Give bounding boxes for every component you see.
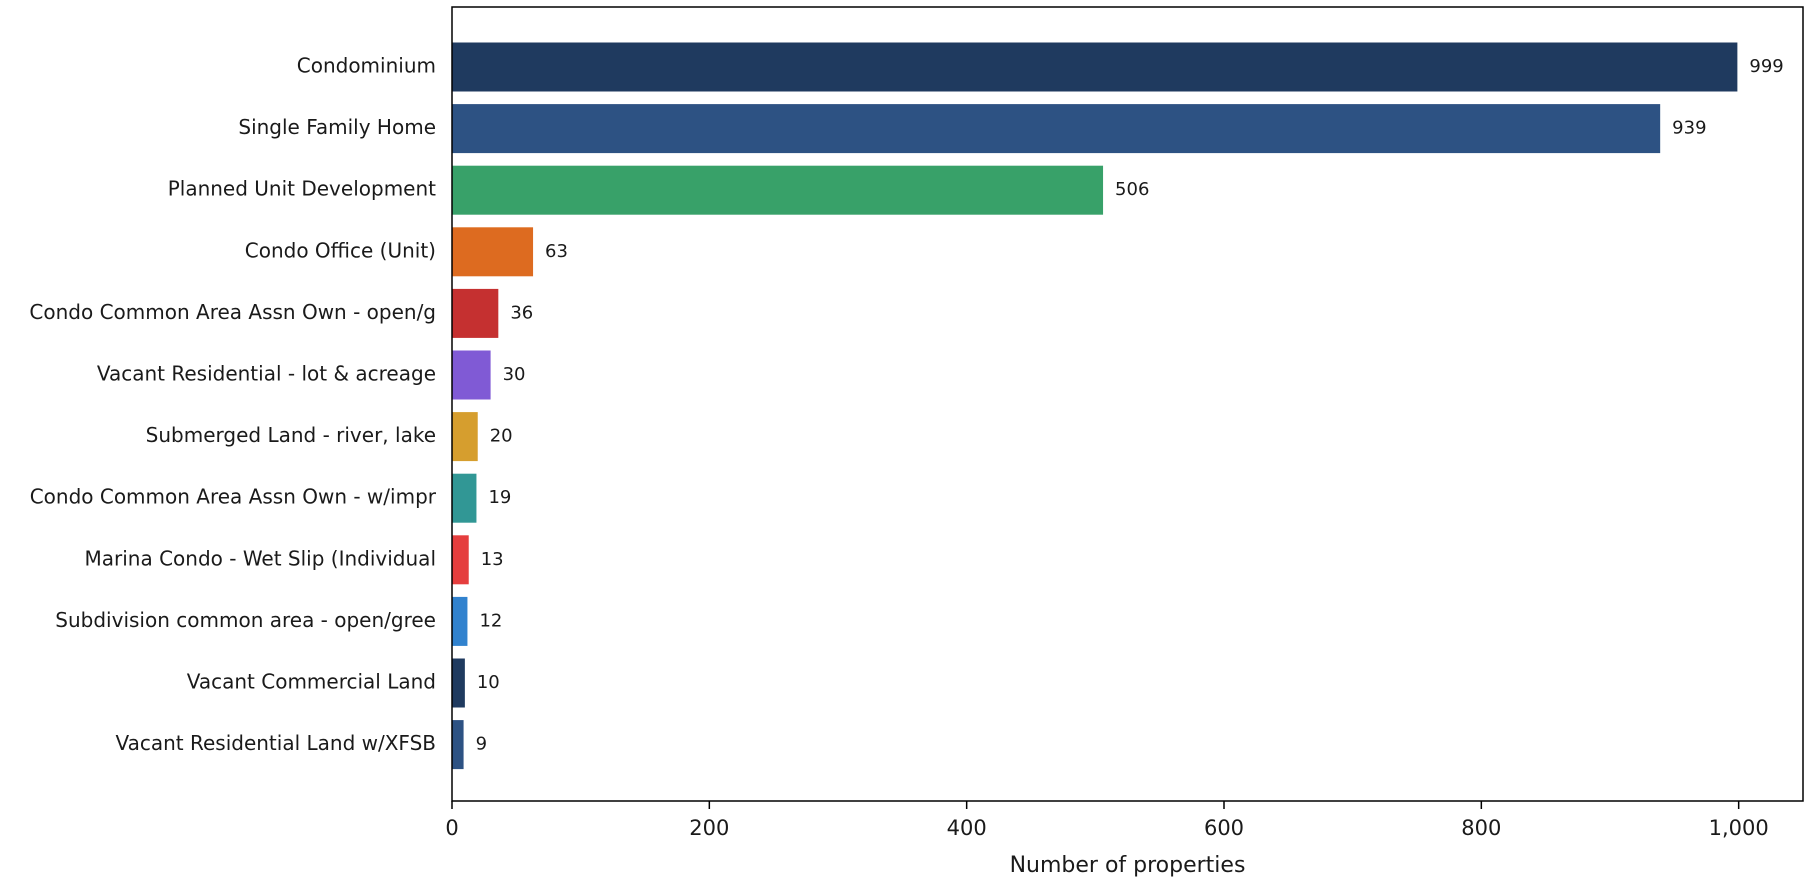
bar [452,104,1661,154]
value-label: 12 [479,610,502,631]
plot-frame [451,6,1804,802]
bar [452,473,477,523]
value-label: 63 [545,241,568,262]
x-tick-label: 600 [1204,816,1244,840]
value-label: 999 [1749,56,1783,77]
value-label: 9 [476,734,487,755]
bar [452,227,534,277]
x-tick-label: 1,000 [1709,816,1769,840]
category-label: Condo Common Area Assn Own - w/impr [30,485,437,509]
x-axis-title: Number of properties [1010,853,1246,878]
category-label: Condo Common Area Assn Own - open/g [29,300,436,324]
category-label: Single Family Home [238,115,436,139]
category-label: Condominium [297,54,436,78]
bar [452,42,1738,92]
bar [452,658,465,708]
category-label: Planned Unit Development [168,177,436,201]
x-tick-label: 800 [1461,816,1501,840]
value-label: 36 [510,302,533,323]
category-label: Vacant Residential Land w/XFSB [115,731,436,755]
x-tick-label: 0 [445,816,458,840]
x-axis-ticks: 0 200 400 600 800 1,000 [445,801,1769,840]
value-label: 939 [1672,118,1706,139]
category-label: Condo Office (Unit) [245,238,436,262]
value-label: 19 [488,487,511,508]
category-label: Vacant Commercial Land [187,670,436,694]
bar [452,535,469,585]
value-label: 20 [490,426,513,447]
value-label: 30 [503,364,526,385]
bar [452,596,468,646]
category-labels: Condominium Single Family Home Planned Uni… [29,54,436,756]
bar [452,720,464,770]
bar [452,350,491,400]
value-label: 10 [477,672,500,693]
bar [452,288,499,338]
category-label: Subdivision common area - open/gree [55,608,436,632]
x-tick-label: 400 [947,816,987,840]
category-label: Marina Condo - Wet Slip (Individual [85,546,437,570]
value-label: 506 [1115,179,1149,200]
value-label: 13 [481,549,504,570]
bars-layer [452,42,1738,770]
bar [452,412,478,462]
bar [452,165,1104,215]
value-labels: 999 939 506 63 36 30 20 19 13 12 10 9 [476,56,1784,755]
category-label: Submerged Land - river, lake [146,423,436,447]
category-label: Vacant Residential - lot & acreage [97,362,436,386]
x-tick-label: 200 [689,816,729,840]
